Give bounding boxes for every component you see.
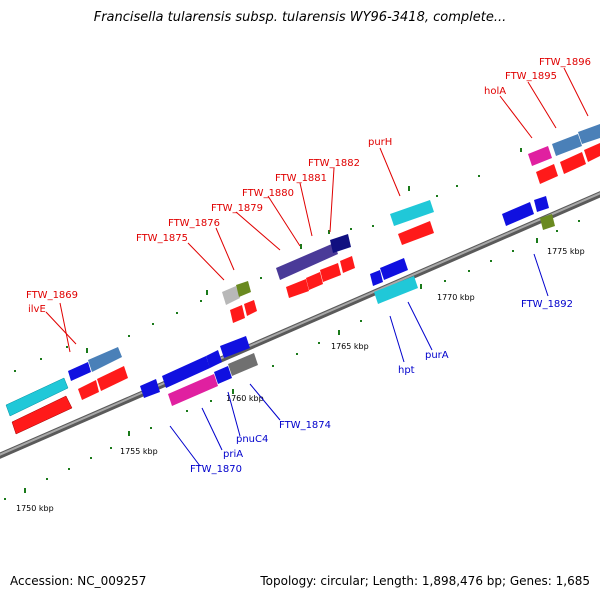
topology-text: Topology: circular; Length: 1,898,476 bp…	[260, 574, 590, 588]
gene-cds-blue[interactable]	[68, 362, 91, 381]
gene-cds-steel[interactable]	[88, 347, 122, 372]
gene-cds-olive[interactable]	[236, 281, 251, 297]
gene-cds-red[interactable]	[584, 143, 600, 162]
gene-label-FTW_1869[interactable]: FTW_1869	[26, 290, 78, 301]
gene-cds-magenta[interactable]	[528, 146, 552, 166]
gene-cds-red[interactable]	[320, 263, 341, 282]
scale-label-1760: 1760 kbp	[226, 394, 264, 403]
scale-label-1770: 1770 kbp	[437, 293, 475, 302]
scale-label-1755: 1755 kbp	[120, 447, 158, 456]
gene-cds-blue[interactable]	[220, 336, 250, 358]
gene-cds-lightgray[interactable]	[222, 286, 240, 305]
gene-label-FTW_1881[interactable]: FTW_1881	[275, 173, 327, 184]
gene-cds-red[interactable]	[230, 305, 245, 323]
gene-cds-blue[interactable]	[370, 270, 383, 286]
gene-cds-slate[interactable]	[276, 243, 338, 280]
gene-label-purH[interactable]: purH	[368, 137, 392, 148]
gene-label-FTW_1870[interactable]: FTW_1870	[190, 464, 242, 475]
gene-cds-red[interactable]	[11, 395, 73, 435]
gene-label-FTW_1879[interactable]: FTW_1879	[211, 203, 263, 214]
gene-cds-blue[interactable]	[206, 350, 222, 368]
gene-cds-red[interactable]	[306, 272, 323, 290]
gene-cds-steel[interactable]	[552, 134, 582, 156]
upper-dotted-track	[14, 148, 522, 372]
gene-cds-red[interactable]	[286, 279, 309, 298]
gene-label-FTW_1892[interactable]: FTW_1892	[521, 299, 573, 310]
reverse-label-leaders	[169, 253, 549, 467]
gene-cds-blue[interactable]	[214, 366, 232, 384]
gene-cds-cyan[interactable]	[5, 377, 69, 417]
gene-cds-cyan[interactable]	[390, 200, 434, 226]
gene-cds-red[interactable]	[244, 300, 257, 316]
gene-label-FTW_1874[interactable]: FTW_1874	[279, 420, 331, 431]
gene-label-holA[interactable]: holA	[484, 86, 506, 97]
gene-cds-red[interactable]	[340, 256, 355, 273]
gene-cds-red[interactable]	[97, 366, 128, 391]
gene-label-FTW_1876[interactable]: FTW_1876	[168, 218, 220, 229]
gene-label-FTW_1896[interactable]: FTW_1896	[539, 57, 591, 68]
scale-label-1765: 1765 kbp	[331, 342, 369, 351]
gene-cds-red[interactable]	[78, 380, 99, 400]
gene-cds-blue[interactable]	[162, 356, 210, 388]
gene-label-ilvE[interactable]: ilvE	[28, 304, 46, 315]
gene-label-hpt[interactable]: hpt	[398, 365, 415, 376]
gene-cds-magenta[interactable]	[168, 374, 218, 406]
gene-cds-red[interactable]	[560, 152, 586, 174]
gene-label-pnuC4[interactable]: pnuC4	[236, 434, 268, 445]
gene-cds-cyan[interactable]	[374, 276, 418, 304]
forward-strand-genes	[5, 124, 600, 435]
gene-label-FTW_1880[interactable]: FTW_1880	[242, 188, 294, 199]
lower-dotted-track	[4, 220, 580, 500]
gene-label-priA[interactable]: priA	[223, 449, 243, 460]
gene-cds-blue[interactable]	[380, 258, 408, 280]
gene-label-FTW_1895[interactable]: FTW_1895	[505, 71, 557, 82]
backbone	[0, 191, 600, 459]
scale-label-1750: 1750 kbp	[16, 504, 54, 513]
gene-label-purA[interactable]: purA	[425, 350, 449, 361]
gene-cds-navy[interactable]	[330, 234, 351, 253]
gene-cds-blue[interactable]	[502, 202, 534, 226]
gene-cds-olive[interactable]	[540, 214, 555, 230]
gene-cds-red[interactable]	[536, 164, 558, 184]
gene-cds-red[interactable]	[398, 221, 434, 245]
gene-cds-steel[interactable]	[578, 124, 600, 144]
scale-label-1775: 1775 kbp	[547, 247, 585, 256]
reverse-strand-genes	[140, 196, 555, 406]
map-title: Francisella tularensis subsp. tularensis…	[93, 10, 507, 25]
gene-cds-gray[interactable]	[228, 353, 258, 376]
gene-label-FTW_1882[interactable]: FTW_1882	[308, 158, 360, 169]
gene-cds-blue[interactable]	[534, 196, 549, 212]
gene-cds-blue[interactable]	[140, 379, 160, 398]
accession-text: Accession: NC_009257	[10, 574, 147, 588]
gene-label-FTW_1875[interactable]: FTW_1875	[136, 233, 188, 244]
forward-label-leaders	[45, 67, 589, 353]
